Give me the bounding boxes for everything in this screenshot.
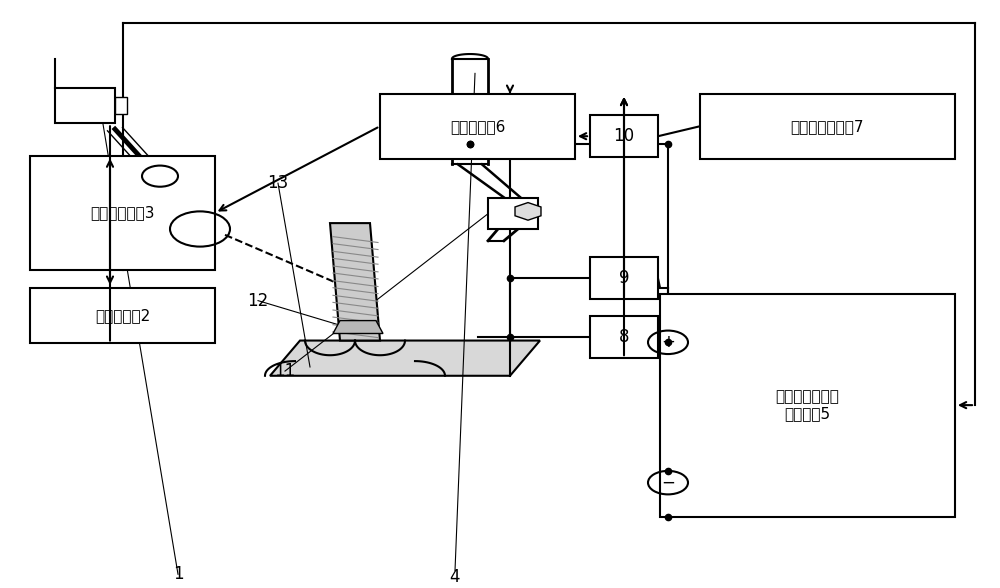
Text: 10: 10 — [613, 127, 635, 145]
Bar — [115, 97, 127, 115]
Bar — [30, 288, 215, 343]
Polygon shape — [330, 223, 380, 340]
Text: 图像采集具2: 图像采集具2 — [95, 308, 150, 323]
Text: 8: 8 — [619, 328, 629, 346]
Bar — [590, 257, 658, 299]
Text: 1: 1 — [173, 565, 183, 583]
Text: 精密焊接工作台7: 精密焊接工作台7 — [791, 119, 864, 133]
Text: 13: 13 — [267, 174, 289, 192]
Text: 9: 9 — [619, 269, 629, 288]
Bar — [380, 94, 575, 159]
Bar — [590, 115, 658, 158]
Text: 4: 4 — [450, 567, 460, 586]
Bar — [660, 293, 955, 517]
Text: 数据采集具6: 数据采集具6 — [450, 119, 505, 133]
Text: 12: 12 — [247, 292, 269, 310]
Bar — [488, 199, 538, 229]
Text: 工业控制计算3: 工业控制计算3 — [90, 205, 155, 220]
Bar — [55, 88, 115, 123]
Polygon shape — [270, 340, 540, 376]
Bar — [590, 316, 658, 358]
Polygon shape — [333, 320, 383, 333]
Text: +: + — [661, 333, 675, 351]
Text: −: − — [661, 474, 675, 492]
Text: 脉冲微束等离子
焊接电源5: 脉冲微束等离子 焊接电源5 — [776, 389, 839, 422]
Bar — [700, 94, 955, 159]
Text: 11: 11 — [274, 362, 296, 380]
Bar — [30, 156, 215, 270]
